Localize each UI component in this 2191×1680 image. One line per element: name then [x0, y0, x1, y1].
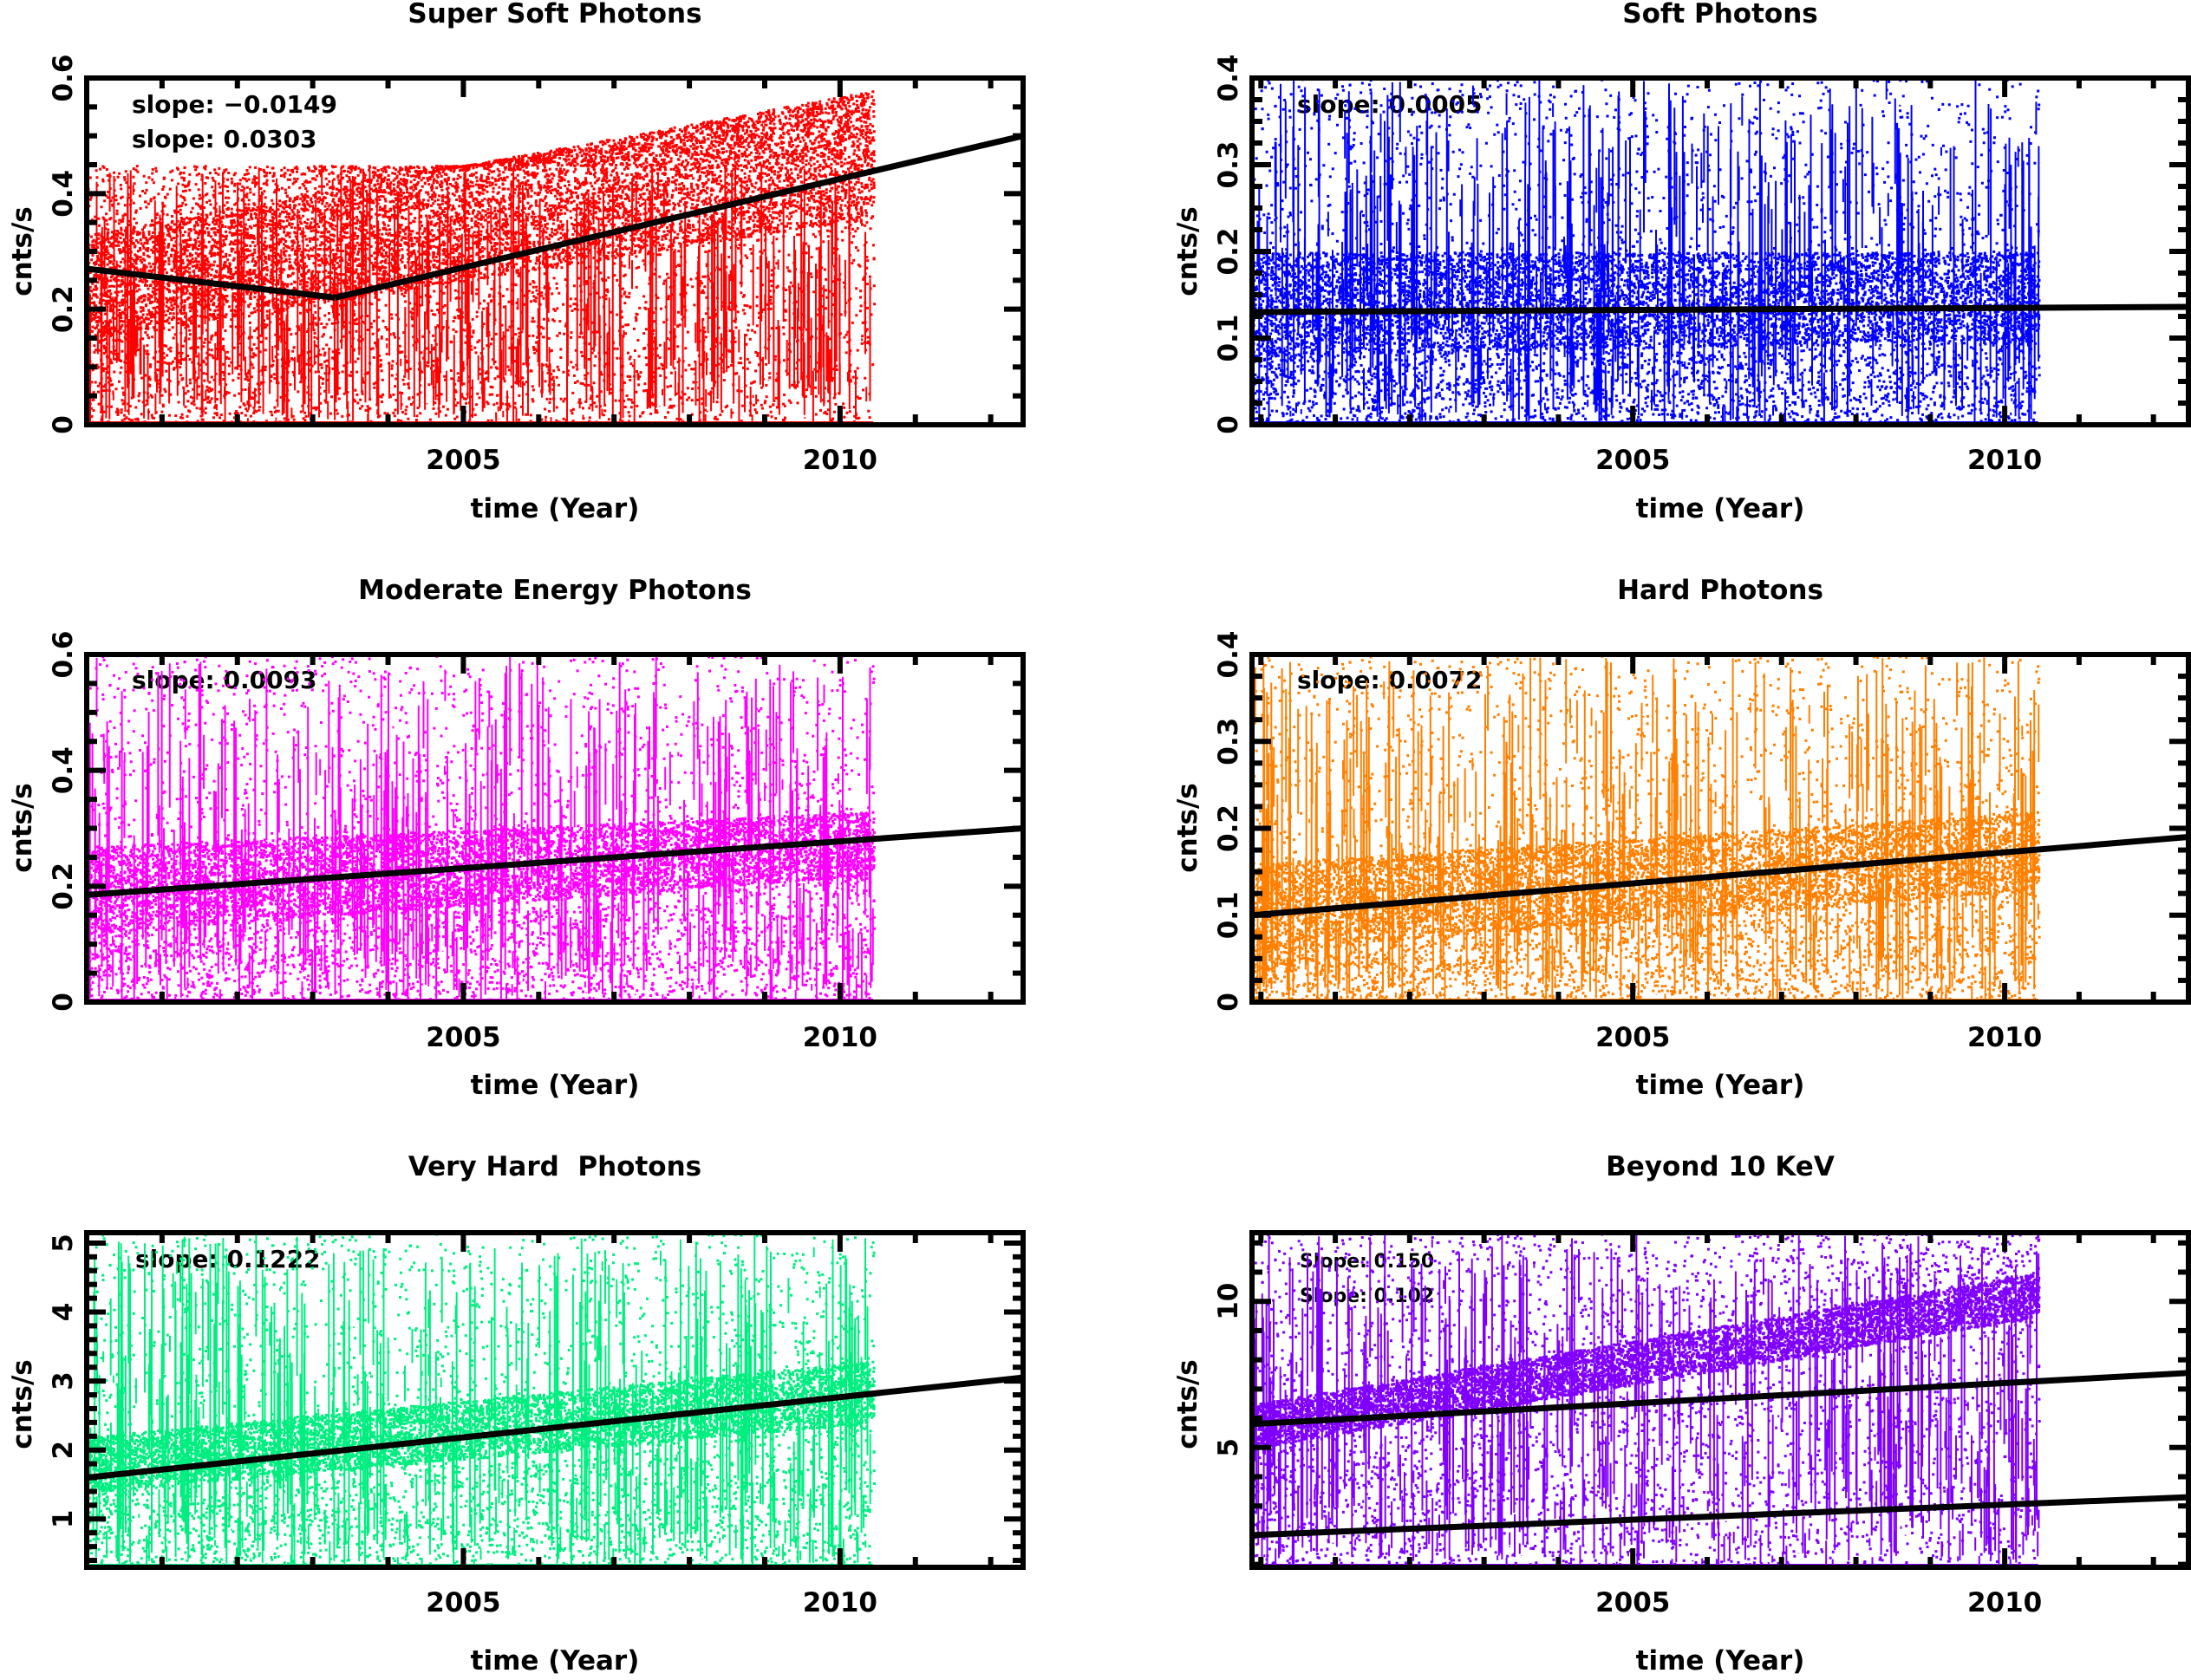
- y-tick-label: 0: [1213, 415, 1244, 434]
- x-tick-label: 2010: [803, 445, 877, 476]
- scatter-points: [1252, 78, 2041, 427]
- x-axis-label: time (Year): [1636, 493, 1805, 524]
- y-tick-label: 0.2: [1213, 228, 1244, 276]
- scatter-series: [1252, 654, 2041, 1005]
- y-tick-label: 0: [1213, 993, 1244, 1012]
- y-tick-label: 0.4: [1213, 55, 1244, 102]
- chart-title: Moderate Energy Photons: [358, 575, 752, 606]
- y-tick-label: 0.4: [1213, 631, 1244, 679]
- chart-title: Soft Photons: [1622, 0, 1817, 29]
- x-tick-label: 2010: [1967, 1022, 2042, 1053]
- y-tick-label: 0: [48, 993, 79, 1012]
- x-axis-label: time (Year): [471, 1070, 640, 1101]
- y-tick-label: 0.1: [1213, 315, 1244, 362]
- y-axis-label: cnts/s: [1172, 783, 1203, 873]
- annotation-slope-2: slope: 0.0303: [132, 125, 317, 153]
- y-tick-label: 1: [48, 1509, 79, 1528]
- y-axis-label: cnts/s: [7, 206, 38, 296]
- y-axis-label: cnts/s: [7, 783, 38, 873]
- x-tick-label: 2010: [803, 1587, 877, 1618]
- x-tick-label: 2005: [1595, 445, 1670, 476]
- y-tick-label: 0: [48, 415, 79, 434]
- chart-title: Super Soft Photons: [408, 0, 701, 29]
- panel-beyond-10-kev: Beyond 10 KeV time (Year) cnts/s Slope: …: [1172, 1151, 2188, 1677]
- y-tick-label: 0.3: [1213, 718, 1244, 765]
- scatter-series: [87, 654, 876, 1005]
- chart-title: Hard Photons: [1617, 575, 1823, 606]
- y-tick-label: 0.6: [48, 631, 79, 679]
- y-tick-label: 4: [48, 1303, 79, 1322]
- x-tick-label: 2010: [803, 1022, 877, 1053]
- x-tick-label: 2010: [1967, 445, 2042, 476]
- y-tick-label: 0.1: [1213, 891, 1244, 939]
- x-axis-label: time (Year): [471, 493, 640, 524]
- scatter-series: [87, 1233, 876, 1570]
- y-tick-label: 2: [48, 1441, 79, 1460]
- scatter-points: [1252, 654, 2041, 1005]
- x-tick-label: 2005: [426, 1022, 500, 1053]
- x-tick-label: 2005: [1595, 1587, 1670, 1618]
- y-tick-label: 0.6: [48, 55, 79, 102]
- y-axis-label: cnts/s: [1172, 206, 1203, 296]
- y-tick-label: 0.3: [1213, 141, 1244, 189]
- y-tick-label: 0.2: [1213, 804, 1244, 852]
- panel-soft-photons: Soft Photons time (Year) cnts/s slope: 0…: [1172, 0, 2188, 524]
- annotation-slope-1: slope: −0.0149: [132, 90, 337, 119]
- x-tick-label: 2005: [426, 1587, 500, 1618]
- x-tick-label: 2005: [426, 445, 500, 476]
- y-axis-label: cnts/s: [7, 1359, 38, 1449]
- x-axis-label: time (Year): [1636, 1645, 1805, 1677]
- x-tick-label: 2010: [1967, 1587, 2042, 1618]
- y-tick-label: 5: [1213, 1438, 1244, 1457]
- scatter-points: [87, 1233, 876, 1570]
- scatter-points: [87, 654, 876, 1005]
- chart-title: Beyond 10 KeV: [1606, 1151, 1835, 1182]
- panel-very-hard-photons: Very Hard Photons time (Year) cnts/s slo…: [7, 1151, 1023, 1677]
- x-axis-label: time (Year): [471, 1645, 640, 1677]
- scatter-series: [1252, 78, 2041, 427]
- y-axis-label: cnts/s: [1172, 1359, 1203, 1449]
- chart-title: Very Hard Photons: [408, 1151, 701, 1182]
- y-tick-label: 3: [48, 1371, 79, 1390]
- y-tick-label: 0.4: [48, 746, 79, 794]
- y-tick-label: 5: [48, 1234, 79, 1253]
- y-tick-label: 0.2: [48, 863, 79, 910]
- y-tick-label: 0.2: [48, 285, 79, 333]
- y-tick-label: 0.4: [48, 170, 79, 218]
- panel-super-soft-photons: Super Soft Photons time (Year) cnts/s sl…: [7, 0, 1023, 524]
- panel-moderate-energy-photons: Moderate Energy Photons time (Year) cnts…: [7, 575, 1023, 1101]
- panel-hard-photons: Hard Photons time (Year) cnts/s slope: 0…: [1172, 575, 2188, 1101]
- y-tick-label: 10: [1213, 1283, 1244, 1320]
- x-axis-label: time (Year): [1636, 1070, 1805, 1101]
- x-tick-label: 2005: [1595, 1022, 1670, 1053]
- annotation-slope: slope: 0.0005: [1297, 90, 1483, 119]
